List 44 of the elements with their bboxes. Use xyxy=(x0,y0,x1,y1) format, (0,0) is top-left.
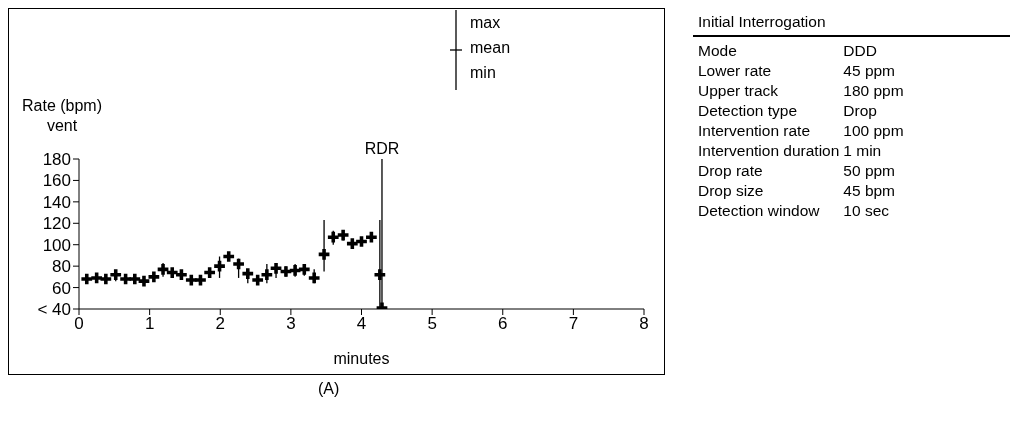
text: 1 min xyxy=(843,141,883,161)
text: 45 bpm xyxy=(843,181,897,201)
text: Lower rate xyxy=(697,61,773,81)
x-tick-label: 5 xyxy=(427,314,437,334)
text: 50 ppm xyxy=(843,161,897,181)
text: max xyxy=(470,13,502,33)
text: DDD xyxy=(843,41,878,61)
x-tick-label: 6 xyxy=(498,314,508,334)
y-tick-label: 100 xyxy=(42,235,71,255)
text: 10 sec xyxy=(843,201,890,221)
text: 100 ppm xyxy=(843,121,904,141)
y-tick-label: 60 xyxy=(52,278,71,298)
text: Drop rate xyxy=(697,161,764,181)
x-tick-label: 3 xyxy=(286,314,296,334)
y-tick-label: 140 xyxy=(42,192,71,212)
text: mean xyxy=(470,38,511,58)
y-axis-title: Rate (bpm) xyxy=(22,96,103,116)
x-axis-title: minutes xyxy=(333,350,390,367)
text: Intervention rate xyxy=(697,121,811,141)
y-tick-label: 80 xyxy=(52,257,71,277)
text: Intervention duration xyxy=(697,141,841,161)
text: Detection window xyxy=(697,201,821,221)
x-tick-label: 2 xyxy=(215,314,225,334)
x-tick-label: 1 xyxy=(144,314,155,334)
text: min xyxy=(470,63,497,83)
text: Drop xyxy=(843,101,878,121)
text: Detection type xyxy=(697,101,799,121)
annotation: RDR xyxy=(364,140,400,157)
text: Drop size xyxy=(697,181,765,201)
text: 180 ppm xyxy=(843,81,904,101)
text: Upper track xyxy=(697,81,780,101)
y-tick-label: 180 xyxy=(42,150,71,170)
text: Initial Interrogation xyxy=(693,13,1010,37)
text: Mode xyxy=(697,41,738,61)
text: (A) xyxy=(318,380,340,398)
text: 45 ppm xyxy=(843,61,897,81)
x-tick-label: 7 xyxy=(568,314,579,334)
x-tick-label: 0 xyxy=(74,314,84,334)
x-tick-label: 8 xyxy=(639,314,649,334)
x-tick-label: 4 xyxy=(356,314,367,334)
y-tick-label: < 40 xyxy=(37,300,71,320)
text: vent xyxy=(45,116,79,136)
y-tick-label: 160 xyxy=(42,171,71,191)
y-tick-label: 120 xyxy=(42,214,71,234)
